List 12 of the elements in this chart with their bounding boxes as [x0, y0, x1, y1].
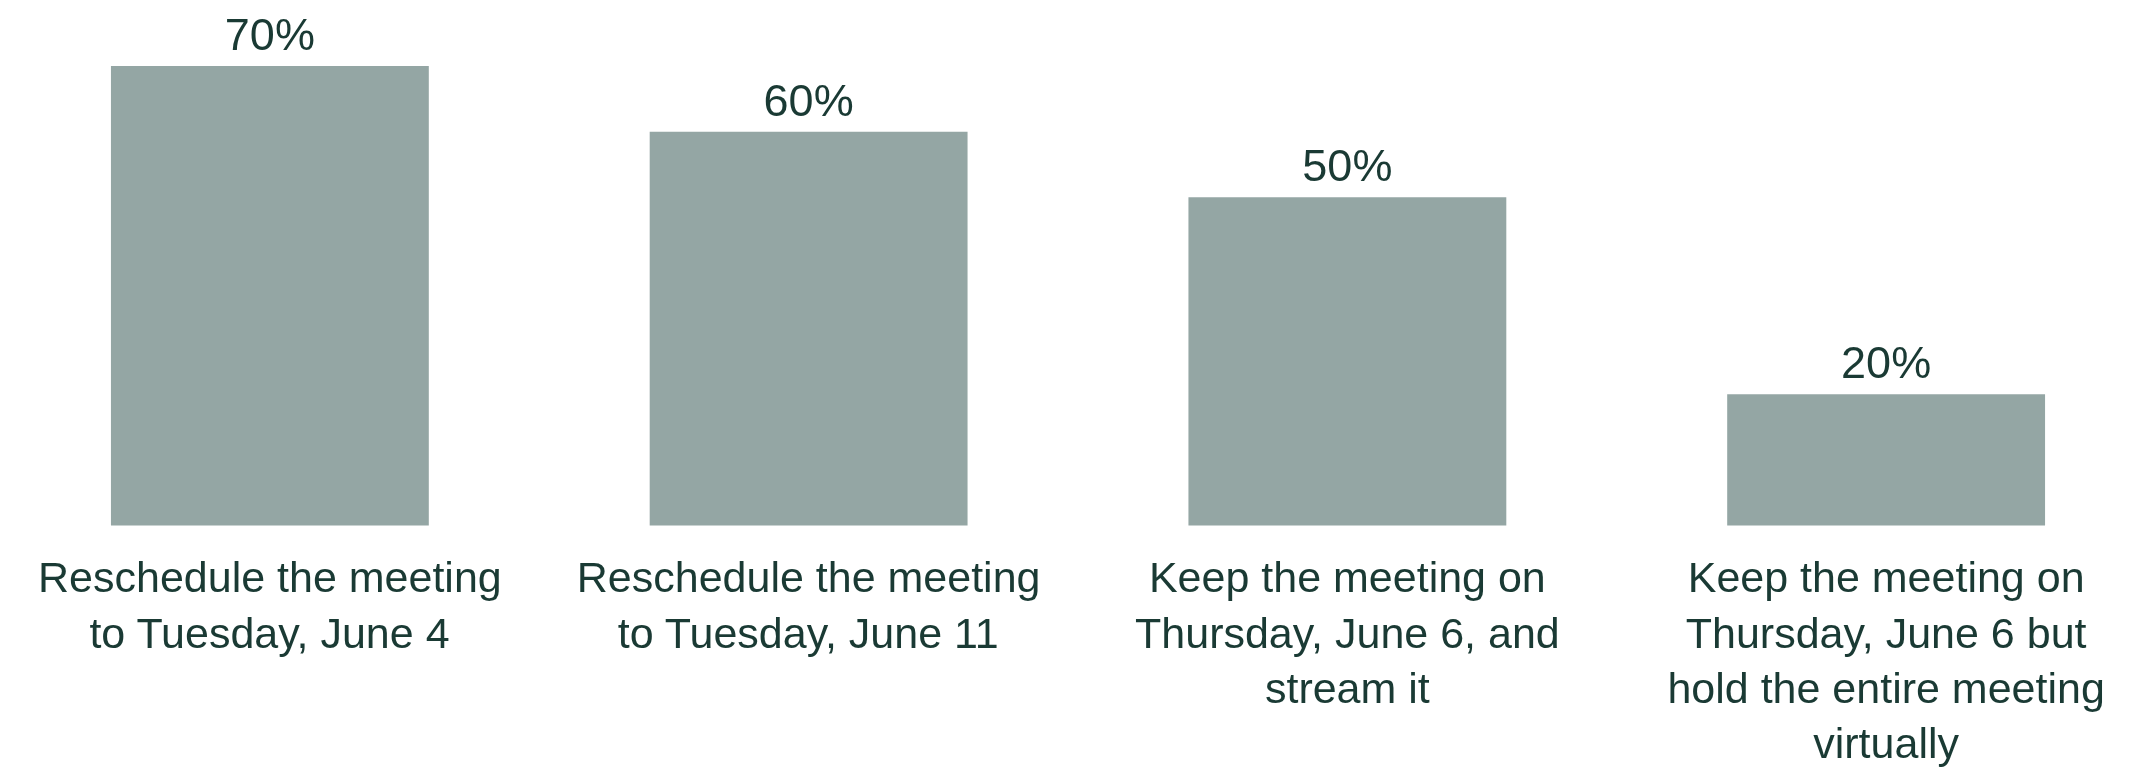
x-tick-label: Keep the meeting on Thursday, June 6, and stream it	[1135, 553, 1560, 712]
data-label: 60%	[763, 74, 854, 126]
bar	[110, 66, 429, 526]
bar	[649, 131, 968, 526]
data-label: 20%	[1841, 337, 1932, 389]
data-label: 70%	[224, 9, 315, 61]
x-tick-label: Reschedule the meeting to Tuesday, June 11	[576, 553, 1041, 657]
bar	[1727, 394, 2046, 526]
x-tick-label: Reschedule the meeting to Tuesday, June 4	[38, 553, 502, 657]
bar	[1188, 197, 1507, 526]
data-label: 50%	[1302, 140, 1393, 192]
x-tick-label: Keep the meeting on Thursday, June 6 but hold the entire meeting virtually	[1667, 553, 2105, 768]
